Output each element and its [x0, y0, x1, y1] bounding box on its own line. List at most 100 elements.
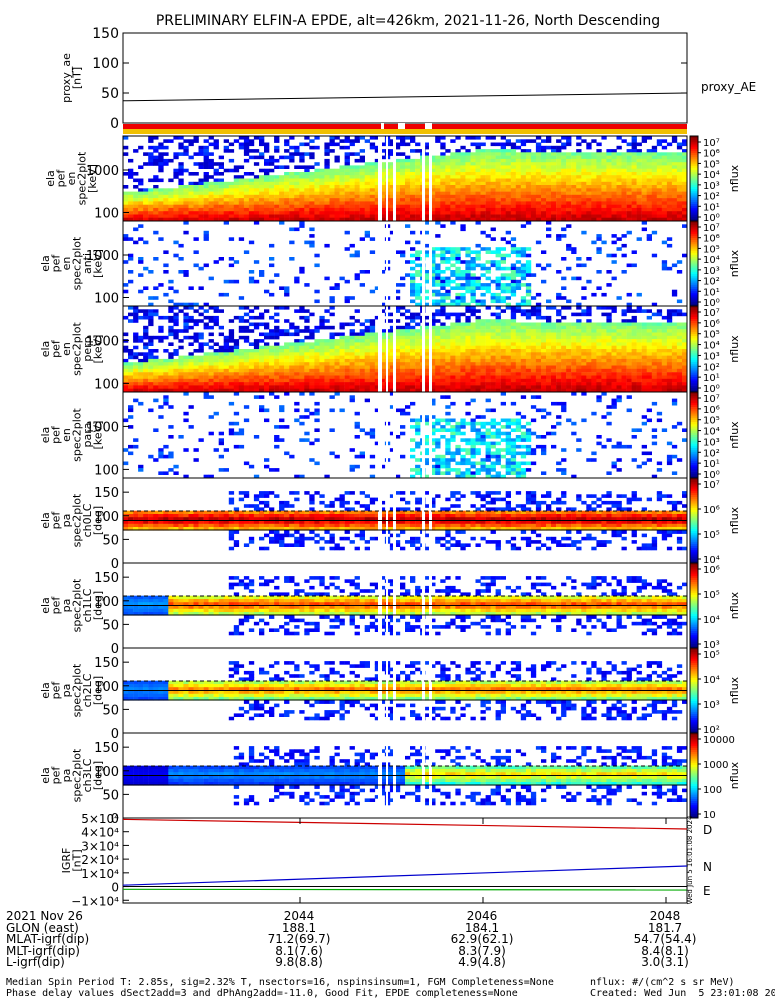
spectrogram-cell [218, 201, 224, 205]
spectrogram-cell [505, 139, 511, 143]
spectrogram-cell [455, 315, 461, 320]
spectrogram-cell [576, 217, 582, 222]
spectrogram-cell [515, 352, 522, 356]
spectrogram-cell [475, 368, 481, 373]
spectrogram-cell [163, 365, 169, 370]
spectrogram-cell [203, 185, 209, 189]
spectrogram-cell [218, 181, 224, 186]
spectrogram-cell [450, 342, 456, 346]
spectrogram-cell [369, 329, 376, 333]
spectrogram-cell [430, 299, 436, 304]
spectrogram-cell [500, 253, 506, 258]
spectrogram-cell [485, 247, 491, 251]
spectrogram-cell [455, 352, 461, 356]
spectrogram-cell [208, 382, 214, 386]
spectrogram-cell [465, 309, 471, 313]
spectrogram-cell [133, 214, 139, 219]
spectrogram-cell [495, 335, 501, 340]
spectrogram-cell [153, 385, 159, 389]
spectrogram-cell [354, 319, 360, 323]
spectrogram-cell [480, 149, 486, 153]
spectrogram-cell [646, 188, 652, 192]
spectrogram-cell [430, 325, 436, 330]
spectrogram-cell [264, 289, 270, 294]
spectrogram-cell [153, 149, 159, 153]
spectrogram-cell [465, 283, 471, 287]
spectrogram-cell [586, 358, 592, 363]
spectrogram-cell [128, 349, 134, 353]
colorbar-cell [690, 178, 698, 181]
spectrogram-cell [364, 352, 370, 356]
spectrogram-cell [123, 385, 129, 389]
colorbar-cell [690, 146, 698, 150]
spectrogram-cell [193, 355, 199, 360]
spectrogram-cell [480, 155, 486, 160]
spectrogram-cell [682, 188, 688, 192]
spectrogram-cell [530, 152, 537, 156]
spectrogram-cell [591, 172, 597, 176]
spectrogram-cell [324, 172, 330, 176]
spectrogram-cell [510, 204, 517, 209]
spectrogram-cell [510, 315, 517, 320]
spectrogram-cell [148, 342, 154, 346]
spectrogram-cell [133, 306, 139, 310]
spectrogram-cell [541, 372, 547, 376]
spectrogram-cell [238, 237, 245, 241]
spectrogram-cell [510, 325, 517, 330]
spectrogram-cell [470, 188, 476, 192]
spectrogram-cell [515, 247, 522, 251]
spectrogram-cell [233, 188, 240, 192]
spectrogram-cell [203, 217, 209, 222]
spectrogram-cell [440, 296, 446, 300]
spectrogram-cell [450, 312, 456, 317]
spectrogram-cell [571, 362, 577, 366]
spectrogram-cell [304, 168, 310, 173]
spectrogram-cell [364, 355, 370, 360]
spectrogram-cell [213, 162, 219, 166]
spectrogram-cell [410, 139, 416, 143]
spectrogram-cell [143, 342, 149, 346]
spectrogram-cell [470, 217, 476, 222]
spectrogram-cell [566, 266, 572, 271]
data-gap [393, 221, 396, 306]
spectrogram-cell [183, 217, 189, 222]
spectrogram-cell [334, 214, 340, 219]
spectrogram-cell [490, 342, 496, 346]
spectrogram-cell [128, 214, 134, 219]
spectrogram-cell [611, 172, 617, 176]
spectrogram-cell [314, 345, 320, 350]
spectrogram-cell [611, 194, 617, 199]
spectrogram-cell [520, 372, 527, 376]
spectrogram-cell [656, 158, 663, 163]
spectrogram-cell [228, 211, 235, 215]
spectrogram-cell [455, 335, 461, 340]
spectrogram-cell [334, 178, 340, 183]
spectrogram-cell [566, 325, 572, 330]
spectrogram-cell [178, 136, 184, 140]
spectrogram-cell [153, 162, 159, 166]
spectrogram-cell [490, 162, 496, 166]
spectrogram-cell [284, 142, 290, 147]
spectrogram-cell [228, 385, 235, 389]
spectrogram-cell [440, 198, 446, 202]
spectrogram-cell [586, 309, 592, 313]
spectrogram-cell [218, 194, 224, 199]
spectrogram-cell [248, 194, 255, 199]
spectrogram-cell [571, 368, 577, 373]
spectrogram-cell [651, 201, 658, 205]
spectrogram-cell [344, 178, 350, 183]
spectrogram-cell [379, 191, 386, 196]
spectrogram-cell [309, 312, 315, 317]
spectrogram-cell [359, 178, 365, 183]
spectrogram-cell [334, 358, 340, 363]
spectrogram-cell [666, 185, 673, 189]
spectrogram-cell [203, 214, 209, 219]
spectrogram-cell [319, 198, 325, 202]
spectrogram-cell [168, 342, 174, 346]
spectrogram-cell [369, 172, 376, 176]
colorbar-tick-label: 10¹ [703, 202, 720, 213]
spectrogram-cell [581, 175, 587, 179]
spectrogram-cell [259, 175, 265, 179]
spectrogram-cell [228, 207, 235, 212]
spectrogram-cell [631, 172, 637, 176]
